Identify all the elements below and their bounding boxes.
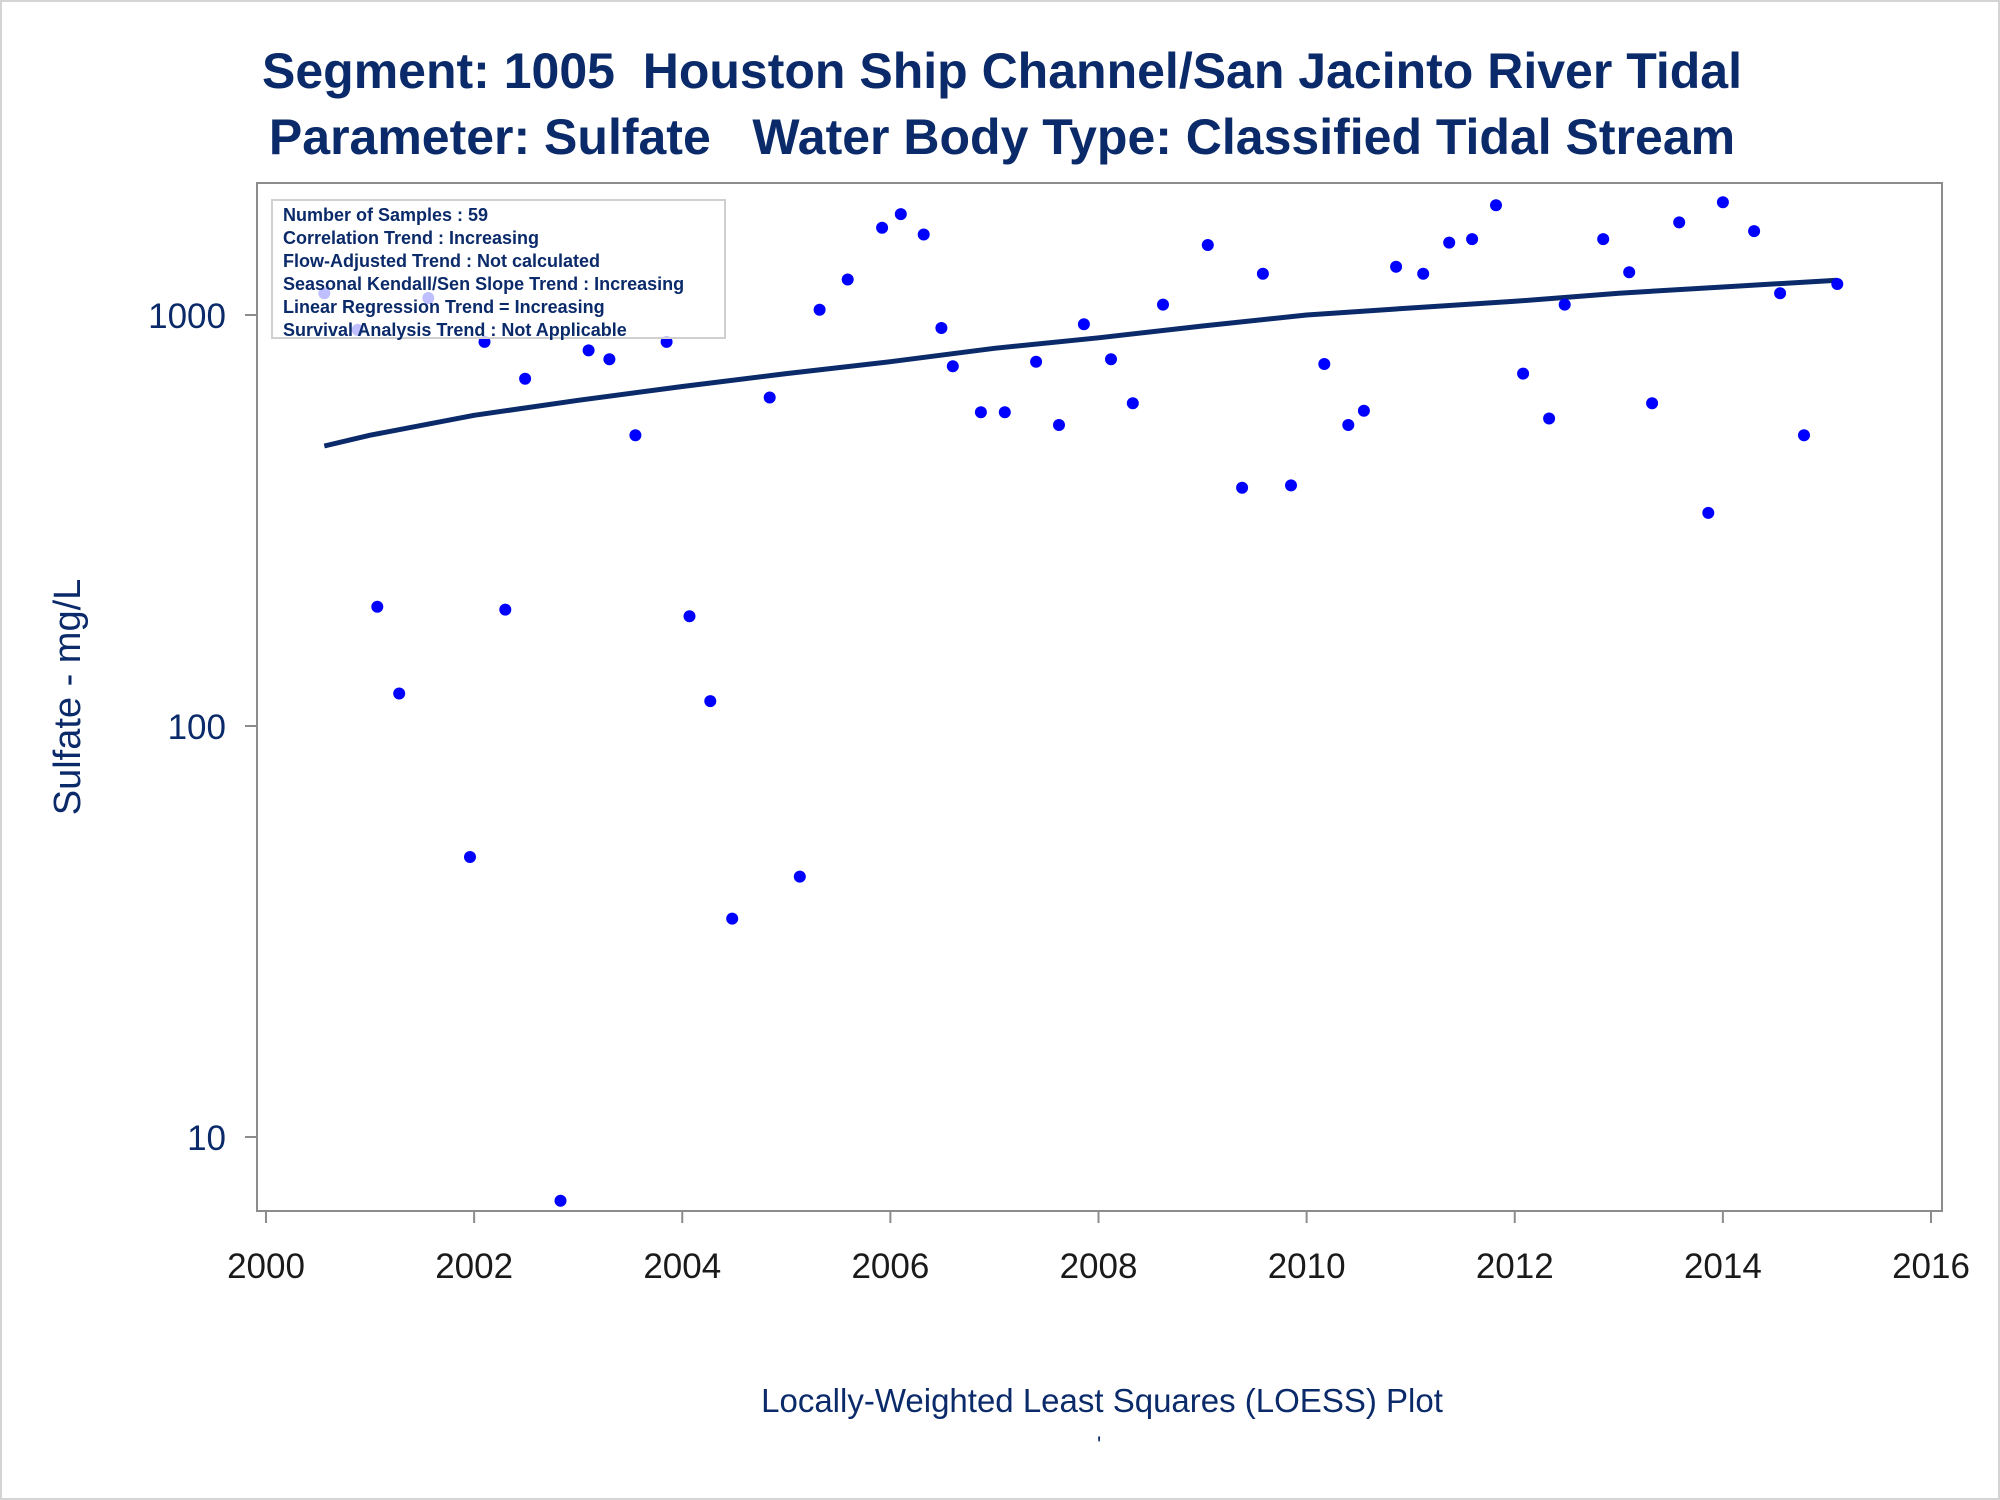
x-tick-label: 2012	[1476, 1247, 1554, 1286]
chart-subtitle: Parameter: Sulfate Water Body Type: Clas…	[268, 109, 1736, 165]
data-point	[1597, 233, 1610, 246]
data-point	[1157, 298, 1169, 311]
data-point	[1390, 260, 1403, 273]
data-point	[1673, 216, 1686, 229]
data-point	[1201, 239, 1214, 251]
data-point	[1417, 267, 1430, 280]
stats-line: Correlation Trend : Increasing	[283, 228, 540, 248]
data-point	[1443, 236, 1456, 249]
data-point	[1256, 267, 1269, 280]
y-axis: 10 100 1000	[148, 297, 257, 1158]
data-point	[704, 695, 717, 708]
data-point	[582, 344, 595, 357]
data-point	[1342, 419, 1355, 431]
data-point	[1831, 278, 1844, 290]
x-tick-label: 2000	[227, 1247, 305, 1286]
footnote-mark: '	[1097, 1432, 1102, 1457]
stats-line: Number of Samples : 59	[283, 205, 489, 225]
x-tick-label: 2010	[1268, 1247, 1346, 1286]
data-point	[683, 610, 696, 623]
data-point	[371, 600, 384, 613]
y-tick-label: 1000	[148, 297, 226, 336]
data-point	[1285, 479, 1297, 492]
x-tick-label: 2004	[643, 1247, 721, 1286]
stats-line: Survival Analysis Trend : Not Applicable	[283, 320, 627, 340]
data-point	[894, 208, 907, 221]
data-point	[499, 603, 512, 616]
x-axis: 2000 2002 2004 2006 2008 2010 2012 2014 2016	[227, 1211, 1970, 1286]
data-point	[726, 912, 739, 925]
data-point	[841, 273, 854, 286]
data-point	[1716, 196, 1729, 209]
data-point	[946, 360, 959, 373]
data-point	[1490, 199, 1502, 212]
stats-line: Flow-Adjusted Trend : Not calculated	[283, 251, 601, 271]
data-point	[793, 870, 806, 883]
data-point	[1126, 397, 1139, 410]
data-point	[629, 429, 642, 442]
y-tick-label: 10	[187, 1119, 226, 1158]
data-point	[1236, 481, 1249, 494]
data-point	[554, 1194, 567, 1207]
data-point	[464, 851, 476, 863]
data-point	[1623, 266, 1636, 279]
data-point	[1702, 506, 1715, 519]
data-point	[1357, 404, 1370, 417]
data-point	[935, 322, 948, 334]
x-tick-label: 2006	[851, 1247, 929, 1286]
data-point	[1748, 225, 1761, 238]
data-point	[1466, 233, 1479, 246]
data-point	[1646, 397, 1659, 410]
data-point	[1798, 429, 1810, 442]
data-point	[1318, 358, 1331, 370]
y-tick-label: 100	[168, 708, 226, 747]
x-tick-label: 2008	[1060, 1247, 1138, 1286]
data-point	[1774, 287, 1787, 300]
plot-caption: Locally-Weighted Least Squares (LOESS) P…	[761, 1382, 1443, 1419]
trend-line-series	[323, 277, 1838, 449]
data-point	[1105, 353, 1117, 366]
data-point	[1053, 419, 1065, 431]
data-point	[393, 687, 406, 700]
sample-points-series	[318, 196, 1844, 1207]
data-point	[974, 406, 987, 419]
x-tick-label: 2016	[1892, 1247, 1970, 1286]
data-point	[519, 372, 532, 385]
data-point	[603, 353, 616, 366]
data-point	[763, 391, 776, 404]
stats-line: Seasonal Kendall/Sen Slope Trend : Incre…	[283, 274, 685, 294]
y-axis-label: Sulfate - mg/L	[47, 579, 89, 816]
stats-line: Linear Regression Trend = Increasing	[283, 297, 605, 317]
data-point	[917, 228, 930, 241]
x-tick-label: 2002	[435, 1247, 513, 1286]
data-point	[1517, 367, 1530, 380]
data-point	[998, 406, 1011, 419]
data-point	[1077, 318, 1090, 331]
data-point	[1543, 412, 1556, 425]
data-point	[1558, 298, 1571, 311]
data-point	[1030, 355, 1043, 368]
trend-statistics-box: Number of Samples : 59 Correlation Trend …	[271, 199, 726, 340]
data-point	[813, 303, 826, 316]
chart-title: Segment: 1005 Houston Ship Channel/San J…	[262, 43, 1742, 99]
data-point	[876, 221, 889, 234]
trend-line	[323, 277, 1838, 449]
x-tick-label: 2014	[1684, 1247, 1762, 1286]
